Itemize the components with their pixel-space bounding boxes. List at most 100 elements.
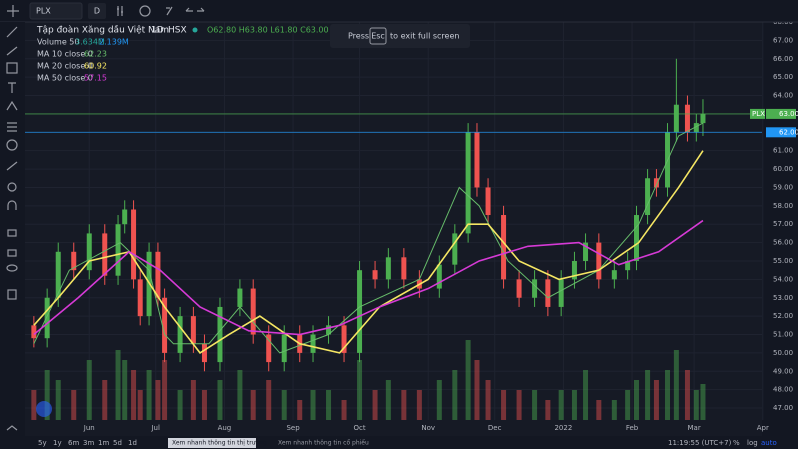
candle-body xyxy=(516,279,522,298)
candle-body xyxy=(55,251,61,298)
volume-bar xyxy=(452,370,458,420)
symbol-tag-label: PLX xyxy=(752,110,765,118)
range-button[interactable]: 5y xyxy=(38,439,47,447)
y-tick-label: 67.00 xyxy=(773,36,793,44)
y-tick-label: 55.00 xyxy=(773,257,793,265)
x-tick-label: Jul xyxy=(150,424,160,432)
chart-type-icon[interactable] xyxy=(117,6,123,16)
x-tick-label: Jun xyxy=(83,424,95,432)
volume-bar xyxy=(501,390,507,420)
candle-body xyxy=(501,215,507,280)
y-tick-label: 59.00 xyxy=(773,183,793,191)
volume-bar xyxy=(190,380,196,420)
range-button[interactable]: 1y xyxy=(53,439,62,447)
range-button[interactable]: 1d xyxy=(128,439,137,447)
candle-body xyxy=(155,251,161,298)
volume-bar xyxy=(137,390,143,420)
interval-button[interactable] xyxy=(88,3,106,19)
y-tick-label: 48.00 xyxy=(773,386,793,394)
instrument-name: Tập đoàn Xăng dầu Việt Nam xyxy=(36,25,169,36)
candle-body xyxy=(190,316,196,344)
ma-line xyxy=(33,122,704,354)
drawing-tools[interactable] xyxy=(6,26,18,431)
y-tick-label: 60.00 xyxy=(773,165,793,173)
range-button[interactable]: 3m xyxy=(83,439,94,447)
scale-option[interactable]: % xyxy=(733,439,740,447)
tab-active xyxy=(168,438,256,448)
x-tick-label: Feb xyxy=(626,424,639,432)
legend-label: MA 10 close 0 xyxy=(37,50,93,59)
x-tick-label: Apr xyxy=(757,424,769,432)
y-tick-label: 51.00 xyxy=(773,331,793,339)
candle-body xyxy=(385,257,391,280)
y-tick-label: 47.00 xyxy=(773,404,793,412)
candle-body xyxy=(645,178,651,216)
y-tick-label: 57.00 xyxy=(773,220,793,228)
fullscreen-hint xyxy=(330,24,470,48)
legend-label: Volume 50 xyxy=(37,38,79,47)
key-box xyxy=(369,27,387,45)
volume-bar xyxy=(217,380,223,420)
y-tick-label: 58.00 xyxy=(773,202,793,210)
volume-bar xyxy=(162,360,168,420)
candle-body xyxy=(71,251,77,271)
scale-option[interactable]: log xyxy=(747,439,758,447)
price-axis xyxy=(762,22,798,436)
symbol-tag xyxy=(750,108,765,119)
candle-body xyxy=(558,279,564,307)
x-tick-label: Aug xyxy=(218,424,232,432)
y-tick-label: 52.00 xyxy=(773,312,793,320)
y-tick-label: 49.00 xyxy=(773,367,793,375)
volume-bar xyxy=(645,370,651,420)
candle-body xyxy=(611,270,617,280)
volume-bar xyxy=(237,370,243,420)
x-tick-label: Dec xyxy=(488,424,502,432)
templates-icon[interactable] xyxy=(166,6,173,16)
tab[interactable]: Xem nhanh thông tin thị trường xyxy=(172,440,267,447)
candle-body xyxy=(250,288,256,335)
volume-bar xyxy=(653,380,659,420)
range-button[interactable]: 1m xyxy=(98,439,109,447)
volume-bar xyxy=(385,380,391,420)
logo[interactable] xyxy=(36,401,52,417)
candle-body xyxy=(44,297,50,339)
volume-bar xyxy=(558,390,564,420)
undo-redo-icon[interactable] xyxy=(185,7,205,12)
interval: D xyxy=(94,7,100,16)
candle-body xyxy=(633,215,639,261)
volume-bar xyxy=(516,390,522,420)
candle-body xyxy=(341,325,347,353)
symbol: PLX xyxy=(36,7,51,16)
legend-value: 62.23 xyxy=(84,50,107,59)
volume-bar xyxy=(310,390,316,420)
candle-body xyxy=(625,260,631,271)
candle-body xyxy=(162,297,168,353)
y-tick-label: 66.00 xyxy=(773,55,793,63)
ohlc: O62.80 H63.80 L61.80 C63.00 +1.90 (+3.11… xyxy=(207,26,397,35)
volume-bar xyxy=(201,390,207,420)
indicators-icon[interactable] xyxy=(139,5,151,17)
volume-bar xyxy=(297,400,303,420)
x-tick-label: Sep xyxy=(286,424,300,432)
price-tag-label: 62.00 xyxy=(779,128,798,136)
volume-bar xyxy=(146,370,152,420)
volume-bar xyxy=(474,360,480,420)
legend-value: 3.634M xyxy=(75,38,105,47)
tab[interactable]: Xem nhanh thông tin cổ phiếu xyxy=(278,440,369,447)
clock: 11:19:55 (UTC+7) xyxy=(668,439,732,447)
volume-bar xyxy=(122,360,128,420)
range-button[interactable]: 5d xyxy=(113,439,122,447)
y-tick-label: 65.00 xyxy=(773,73,793,81)
symbol-box[interactable] xyxy=(29,2,83,20)
volume-bar xyxy=(44,370,50,420)
price-tag-label: 63.00 xyxy=(779,110,798,118)
volume-bar xyxy=(596,400,602,420)
candle-body xyxy=(86,233,92,271)
top-toolbar xyxy=(0,0,798,22)
x-tick-label: 2022 xyxy=(554,424,572,432)
range-button[interactable]: 6m xyxy=(68,439,79,447)
volume-bar xyxy=(281,390,287,420)
candle-body xyxy=(201,343,207,363)
scale-option[interactable]: auto xyxy=(761,439,777,447)
